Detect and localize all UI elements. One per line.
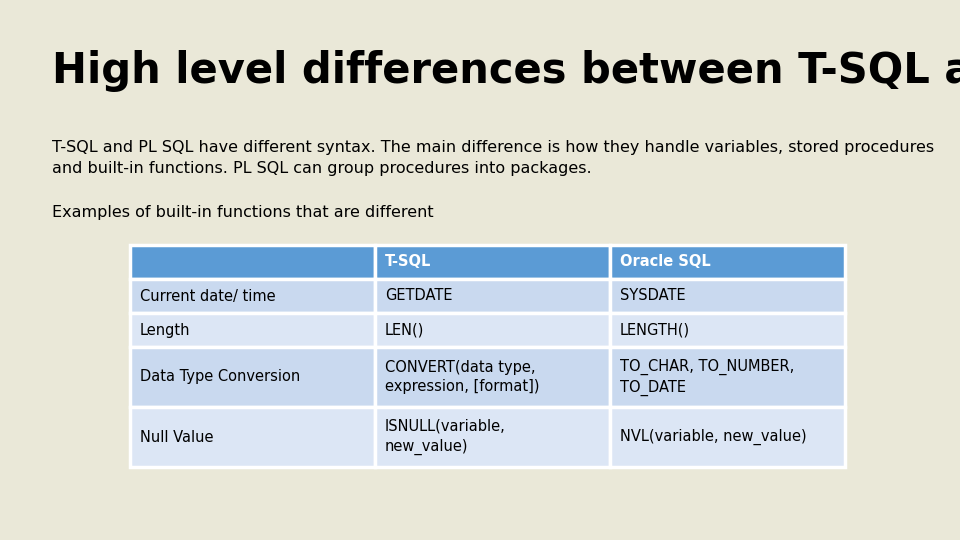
Text: LEN(): LEN() bbox=[385, 322, 424, 338]
Text: Length: Length bbox=[140, 322, 190, 338]
Bar bbox=[610, 279, 845, 313]
Bar bbox=[130, 313, 375, 347]
Text: NVL(variable, new_value): NVL(variable, new_value) bbox=[620, 429, 806, 445]
Text: High level differences between T-SQL and PL SQL: High level differences between T-SQL and… bbox=[52, 50, 960, 92]
Text: Oracle SQL: Oracle SQL bbox=[620, 254, 710, 269]
Bar bbox=[375, 313, 610, 347]
Bar bbox=[130, 347, 375, 407]
Text: T-SQL and PL SQL have different syntax. The main difference is how they handle v: T-SQL and PL SQL have different syntax. … bbox=[52, 140, 934, 176]
Text: Current date/ time: Current date/ time bbox=[140, 288, 276, 303]
Text: CONVERT(data type,
expression, [format]): CONVERT(data type, expression, [format]) bbox=[385, 360, 540, 394]
Text: T-SQL: T-SQL bbox=[385, 254, 431, 269]
Text: Null Value: Null Value bbox=[140, 429, 213, 444]
Bar bbox=[375, 279, 610, 313]
Text: ISNULL(variable,
new_value): ISNULL(variable, new_value) bbox=[385, 419, 506, 455]
Bar bbox=[375, 245, 610, 279]
Bar bbox=[610, 347, 845, 407]
Text: GETDATE: GETDATE bbox=[385, 288, 452, 303]
Bar bbox=[610, 407, 845, 467]
Text: SYSDATE: SYSDATE bbox=[620, 288, 685, 303]
Bar bbox=[130, 245, 375, 279]
Text: LENGTH(): LENGTH() bbox=[620, 322, 690, 338]
Bar bbox=[375, 347, 610, 407]
Text: Examples of built-in functions that are different: Examples of built-in functions that are … bbox=[52, 205, 434, 220]
Bar bbox=[610, 313, 845, 347]
Bar bbox=[130, 279, 375, 313]
Text: Data Type Conversion: Data Type Conversion bbox=[140, 369, 300, 384]
Bar bbox=[610, 245, 845, 279]
Text: TO_CHAR, TO_NUMBER,
TO_DATE: TO_CHAR, TO_NUMBER, TO_DATE bbox=[620, 359, 794, 396]
Bar bbox=[375, 407, 610, 467]
Bar bbox=[130, 407, 375, 467]
